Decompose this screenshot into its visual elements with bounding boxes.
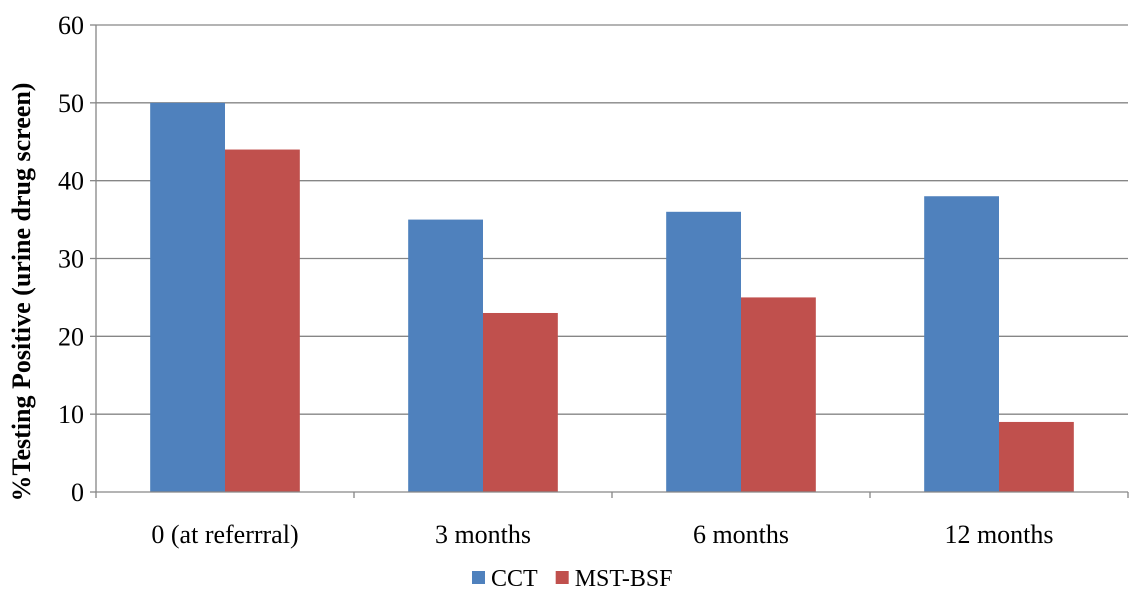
bar-mst-bsf-1 xyxy=(483,312,558,492)
x-tick-label: 0 (at referrral) xyxy=(151,520,298,549)
y-tick-label: 40 xyxy=(58,167,84,196)
y-tick-label: 30 xyxy=(58,245,84,274)
bar-mst-bsf-2 xyxy=(741,297,816,492)
x-tick-label: 3 months xyxy=(435,520,531,549)
x-tick-labels: 0 (at referrral) 3 months 6 months 12 month… xyxy=(151,520,1053,549)
y-tick-label: 0 xyxy=(71,478,84,507)
y-tick-label: 20 xyxy=(58,322,84,351)
legend-swatch-cct xyxy=(472,571,485,584)
bar-cct-1 xyxy=(408,219,483,493)
y-tick-label: 10 xyxy=(58,400,84,429)
bars xyxy=(150,102,1074,493)
y-axis-label: %Testing Positive (urine drug screen) xyxy=(7,83,36,502)
bar-cct-2 xyxy=(666,211,741,493)
legend-swatch-mst-bsf xyxy=(555,571,569,584)
x-tick-label: 12 months xyxy=(944,520,1053,549)
y-tick-label: 60 xyxy=(58,11,84,40)
legend-label-cct: CCT xyxy=(491,566,538,592)
legend-label-mst-bsf: MST-BSF xyxy=(575,566,673,592)
axes xyxy=(90,24,1129,498)
legend: CCT MST-BSF xyxy=(472,566,673,592)
bar-cct-3 xyxy=(924,196,999,492)
y-tick-label: 50 xyxy=(58,89,84,118)
y-tick-labels: 0 10 20 30 40 50 60 xyxy=(58,11,84,507)
bar-cct-0 xyxy=(150,102,225,492)
bar-mst-bsf-0 xyxy=(225,149,300,493)
x-tick-label: 6 months xyxy=(693,520,789,549)
bar-mst-bsf-3 xyxy=(999,421,1074,492)
